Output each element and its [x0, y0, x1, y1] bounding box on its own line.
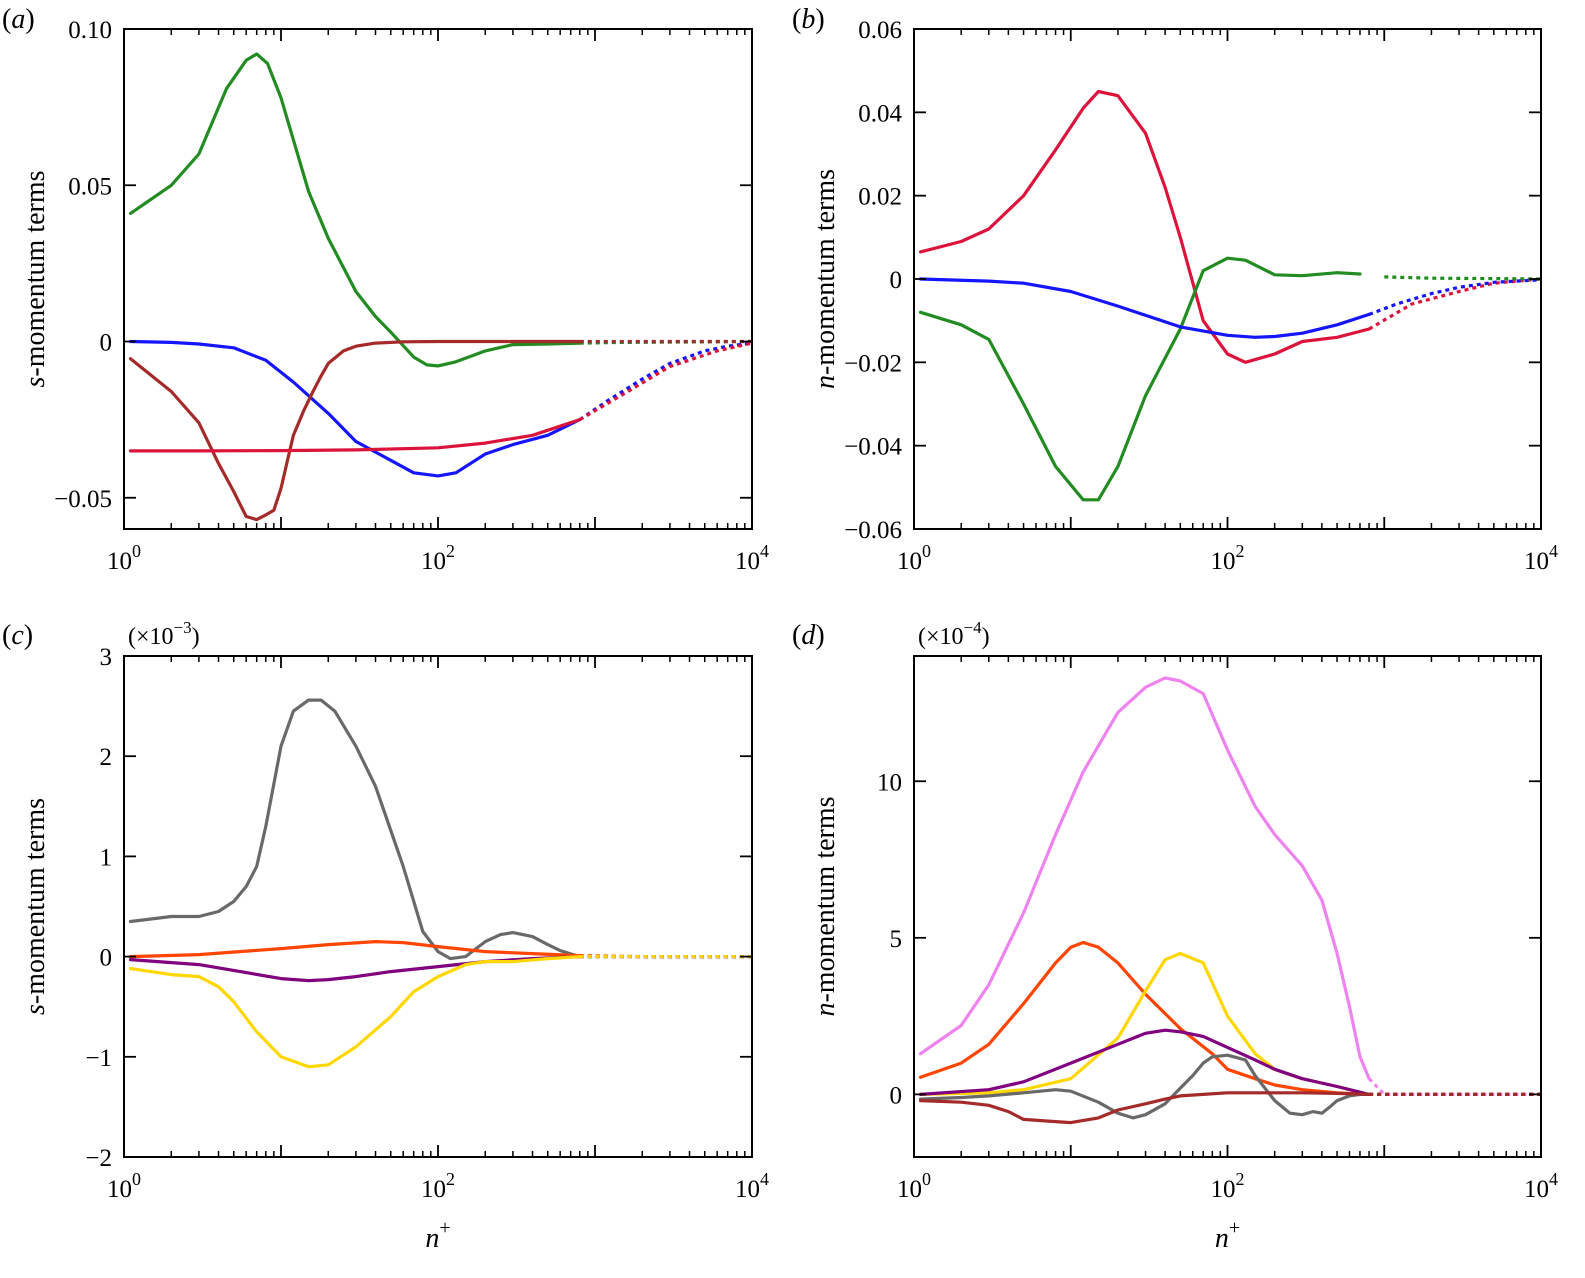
panel-b-y-tick-label: 0	[890, 267, 903, 294]
panel-b-x-tick-label: 102	[1211, 541, 1245, 575]
panel-d-plot-frame	[913, 655, 1542, 1158]
panel-a-x-tick-label: 100	[107, 541, 141, 575]
panel-c: 100 102 104 −2 −1 0 1 2 3 s-momentum terms (c) (×10…	[2, 618, 769, 1254]
panel-c-y-tick-label: −1	[85, 1045, 112, 1072]
panel-c-series-gold-line	[128, 954, 582, 1069]
panel-c-multiplier-label: (×10−3)	[128, 618, 200, 650]
panel-d: 100 102 104 0 5 10 n-momentum terms (d) (×10−4) n…	[792, 618, 1558, 1254]
panel-a-series-green-line	[128, 52, 582, 368]
panel-b-series-crimson-line	[918, 89, 1371, 364]
panel-b-y-tick-label: −0.02	[844, 350, 902, 377]
panel-b-y-tick-label: −0.06	[844, 517, 902, 544]
panel-a-x-tick-label: 104	[735, 541, 769, 575]
panel-d-y-tick-label: 5	[890, 926, 903, 953]
panel-c-plot-frame	[123, 655, 753, 1158]
panel-a-panel-label: (a)	[2, 4, 35, 35]
panel-d-series-gold-line	[918, 951, 1371, 1097]
panel-a-series-crimson-dotted	[578, 341, 752, 421]
panel-b-panel-label: (b)	[792, 4, 825, 35]
panel-b-y-tick-label: 0.02	[858, 184, 902, 211]
panel-a-x-tick-label: 102	[421, 541, 455, 575]
panel-c-series-grey-line	[128, 698, 582, 961]
panel-c-panel-label: (c)	[2, 620, 33, 651]
panel-b-series-crimson-dotted	[1368, 277, 1541, 331]
panel-a-y-tick-label: 0.05	[68, 173, 112, 200]
panel-b-y-tick-label: 0.06	[858, 17, 902, 44]
panel-d-panel-label: (d)	[792, 620, 825, 651]
panel-a-series-blue-line	[128, 339, 582, 478]
panel-d-series-purple-line	[918, 1028, 1371, 1097]
panel-c-x-tick-label: 102	[421, 1169, 455, 1203]
panel-d-y-axis-title: n-momentum terms	[810, 796, 841, 1016]
panel-b-series-blue-line	[918, 277, 1371, 339]
panel-d-x-tick-label: 104	[1524, 1169, 1558, 1203]
panel-b-series-green-dotted	[1384, 275, 1541, 281]
panel-d-x-tick-label: 100	[897, 1169, 931, 1203]
panel-a-series-blue-dotted	[578, 341, 752, 421]
panel-d-series-grey-line	[918, 1053, 1371, 1120]
panel-c-x-axis-title: n+	[425, 1217, 450, 1254]
panel-a-y-tick-label: −0.05	[54, 486, 112, 513]
panel-c-y-tick-label: 3	[100, 644, 113, 671]
panel-a-series-crimson-line	[128, 418, 582, 453]
panel-d-series-brown-line	[918, 1091, 1371, 1125]
panel-c-series-orange-red-line	[128, 939, 582, 959]
panel-c-y-tick-label: 1	[100, 844, 113, 871]
panel-d-multiplier-label: (×10−4)	[918, 618, 990, 650]
panel-d-series-violet-line	[918, 676, 1371, 1081]
panel-a-y-tick-label: 0	[100, 330, 113, 357]
panel-c-y-tick-label: −2	[85, 1145, 112, 1172]
panel-b-x-tick-label: 100	[897, 541, 931, 575]
panel-d-x-tick-label: 102	[1211, 1169, 1245, 1203]
panel-d-y-tick-label: 0	[890, 1082, 903, 1109]
panel-b-plot-frame	[913, 28, 1542, 530]
panel-a-y-axis-title: s-momentum terms	[20, 171, 51, 388]
panel-a: 100 102 104 −0.05 0 0.05 0.10 s-momentum terms (…	[2, 4, 769, 575]
panel-d-series-violet-dotted	[1367, 1077, 1541, 1097]
panel-c-y-tick-label: 2	[100, 744, 113, 771]
panel-b-series-blue-dotted	[1368, 278, 1541, 316]
panel-b-y-tick-label: −0.04	[844, 434, 902, 461]
panel-c-x-tick-label: 104	[735, 1169, 769, 1203]
panel-d-y-tick-label: 10	[877, 769, 902, 796]
panel-a-series-brown-line	[128, 339, 582, 522]
panel-d-x-axis-title: n+	[1215, 1217, 1240, 1254]
panel-a-plot-frame	[123, 28, 753, 530]
panel-c-y-tick-label: 0	[100, 945, 113, 972]
panel-b-series-green-line	[918, 256, 1362, 502]
panel-c-x-tick-label: 100	[107, 1169, 141, 1203]
panel-a-y-tick-label: 0.10	[68, 17, 112, 44]
panel-b-y-axis-title: n-momentum terms	[810, 169, 841, 389]
panel-c-y-axis-title: s-momentum terms	[20, 798, 51, 1015]
panel-d-series-orange-red-line	[918, 940, 1371, 1097]
panel-b-x-tick-label: 104	[1524, 541, 1558, 575]
panel-b: 100 102 104 −0.06 −0.04 −0.02 0 0.02 0.04 0.06 n-m…	[792, 4, 1558, 575]
panel-b-y-tick-label: 0.04	[858, 100, 902, 127]
